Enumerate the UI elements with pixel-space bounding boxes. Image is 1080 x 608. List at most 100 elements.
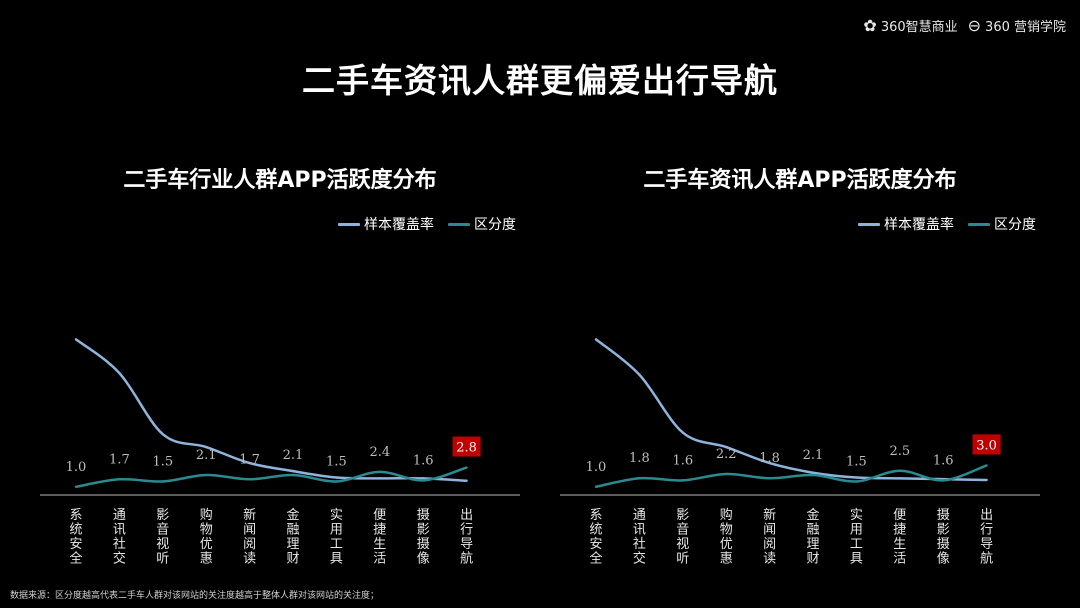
distinction-point <box>161 480 164 483</box>
legend-distinction-label: 区分度 <box>994 217 1036 233</box>
distinction-point <box>335 480 338 483</box>
distinction-data-label: 2.4 <box>369 445 390 460</box>
legend-coverage-label: 样本覆盖率 <box>884 217 954 233</box>
distinction-data-label: 1.0 <box>586 460 607 475</box>
distinction-point <box>898 469 901 472</box>
brand-logos: ✿ 360智慧商业 ⊖ 360 营销学院 <box>863 16 1066 35</box>
coverage-point <box>335 476 338 479</box>
category-tick-label: 影音视听 <box>156 508 169 567</box>
coverage-point <box>985 478 988 482</box>
legend-coverage: 样本覆盖率 <box>338 214 434 234</box>
category-tick-label: 便捷生活 <box>893 508 906 567</box>
chart-info-panel: 1.0 1.8 1.6 2.2 1.8 2.1 1.5 2.5 1.6 3.0 系统安全 通讯社交 影音… <box>540 150 1060 570</box>
coverage-point <box>768 461 771 465</box>
chart-industry-title: 二手车行业人群APP活跃度分布 <box>123 168 437 193</box>
distinction-point <box>248 478 251 481</box>
chart-info-legend: 样本覆盖率 区分度 <box>858 214 1036 234</box>
category-tick-label: 摄影摄像 <box>937 508 950 567</box>
coverage-point <box>248 461 251 465</box>
distinction-point <box>638 477 641 480</box>
category-tick-label: 通讯社交 <box>633 508 646 567</box>
distinction-data-label: 2.1 <box>196 448 217 463</box>
category-tick-label: 出行导航 <box>980 508 993 567</box>
category-tick-label: 摄影摄像 <box>417 508 430 567</box>
coverage-point <box>811 471 815 474</box>
distinction-data-label: 1.7 <box>239 452 260 467</box>
coverage-point <box>898 477 901 480</box>
legend-coverage: 样本覆盖率 <box>858 214 954 234</box>
coverage-point <box>681 431 684 434</box>
coverage-point <box>725 445 728 449</box>
category-tick-label: 新闻阅读 <box>243 507 256 567</box>
chart-info: 1.0 1.8 1.6 2.2 1.8 2.1 1.5 2.5 1.6 3.0 系统安全 通讯社交 影音… <box>560 338 1040 567</box>
distinction-data-label: 2.1 <box>803 448 824 463</box>
legend-coverage-swatch <box>858 222 880 226</box>
category-tick-label: 通讯社交 <box>113 508 126 567</box>
legend-distinction: 区分度 <box>448 214 516 234</box>
distinction-data-label: 1.6 <box>672 453 693 468</box>
category-tick-label: 系统安全 <box>589 508 602 567</box>
legend-distinction-label: 区分度 <box>474 217 516 233</box>
legend-distinction-swatch <box>968 222 990 226</box>
category-tick-label: 金融理财 <box>806 507 819 567</box>
distinction-data-label: 1.6 <box>413 453 434 468</box>
circle-logo-icon: ⊖ <box>967 15 982 35</box>
coverage-point <box>205 445 208 449</box>
distinction-data-label: 1.6 <box>933 453 954 468</box>
highlight-label-box <box>972 434 1001 455</box>
logo-2-text: 360 营销学院 <box>985 20 1066 35</box>
distinction-data-label: 1.7 <box>109 452 130 467</box>
highlight-label-box <box>452 436 481 457</box>
coverage-point <box>118 371 121 375</box>
coverage-point <box>638 373 641 376</box>
legend-coverage-label: 样本覆盖率 <box>364 217 434 233</box>
distinction-data-label: 1.0 <box>66 460 87 475</box>
distinction-data-label: 1.8 <box>629 451 650 466</box>
distinction-data-label: 1.5 <box>326 454 347 469</box>
distinction-point <box>594 485 598 488</box>
distinction-data-label: 2.5 <box>889 444 910 459</box>
distinction-point <box>681 479 684 482</box>
flower-logo-icon: ✿ <box>863 15 877 35</box>
coverage-point <box>422 477 425 480</box>
logo-1-text: 360智慧商业 <box>880 20 958 35</box>
distinction-point <box>74 485 78 488</box>
coverage-point <box>378 477 381 480</box>
legend-coverage-swatch <box>338 222 360 226</box>
distinction-data-label: 1.8 <box>759 451 780 466</box>
distinction-point <box>811 473 815 477</box>
legend-distinction: 区分度 <box>968 214 1036 234</box>
distinction-point <box>205 473 208 477</box>
distinction-point <box>465 466 468 469</box>
highlight-data-label: 2.8 <box>456 441 477 456</box>
distinction-data-label: 1.5 <box>152 454 173 469</box>
chart-industry-legend: 样本覆盖率 区分度 <box>338 214 516 234</box>
distinction-point <box>768 477 771 480</box>
coverage-point <box>465 479 468 482</box>
category-tick-label: 购物优惠 <box>200 507 213 567</box>
category-tick-label: 便捷生活 <box>373 508 386 567</box>
logo-360-smart-business: ✿ 360智慧商业 <box>863 16 957 35</box>
distinction-data-label: 1.5 <box>846 454 867 469</box>
distinction-data-label: 2.2 <box>716 447 737 462</box>
category-tick-label: 金融理财 <box>286 507 299 567</box>
category-tick-label: 新闻阅读 <box>763 507 776 567</box>
coverage-line <box>75 338 467 483</box>
coverage-point <box>291 469 295 473</box>
category-tick-label: 影音视听 <box>676 508 689 567</box>
chart-industry-panel: 1.0 1.7 1.5 2.1 1.7 2.1 1.5 2.4 1.6 2.8 系统安全 通讯社交 影音… <box>20 150 540 570</box>
distinction-point <box>855 480 858 483</box>
distinction-line <box>595 464 988 489</box>
coverage-point <box>594 338 598 341</box>
category-tick-label: 实用工具 <box>850 508 863 567</box>
coverage-line <box>595 338 987 482</box>
coverage-point <box>855 476 858 479</box>
legend-distinction-swatch <box>448 222 470 226</box>
highlight-data-label: 3.0 <box>976 438 997 453</box>
chart-info-title: 二手车资讯人群APP活跃度分布 <box>643 168 957 193</box>
distinction-point <box>378 470 381 474</box>
distinction-line <box>75 466 467 489</box>
distinction-point <box>725 472 728 476</box>
distinction-point <box>118 478 121 481</box>
distinction-data-label: 2.1 <box>283 448 304 463</box>
